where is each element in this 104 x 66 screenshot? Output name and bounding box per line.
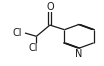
Text: N: N	[75, 49, 83, 59]
Text: O: O	[46, 2, 54, 12]
Text: Cl: Cl	[13, 28, 22, 38]
Text: Cl: Cl	[28, 43, 38, 53]
